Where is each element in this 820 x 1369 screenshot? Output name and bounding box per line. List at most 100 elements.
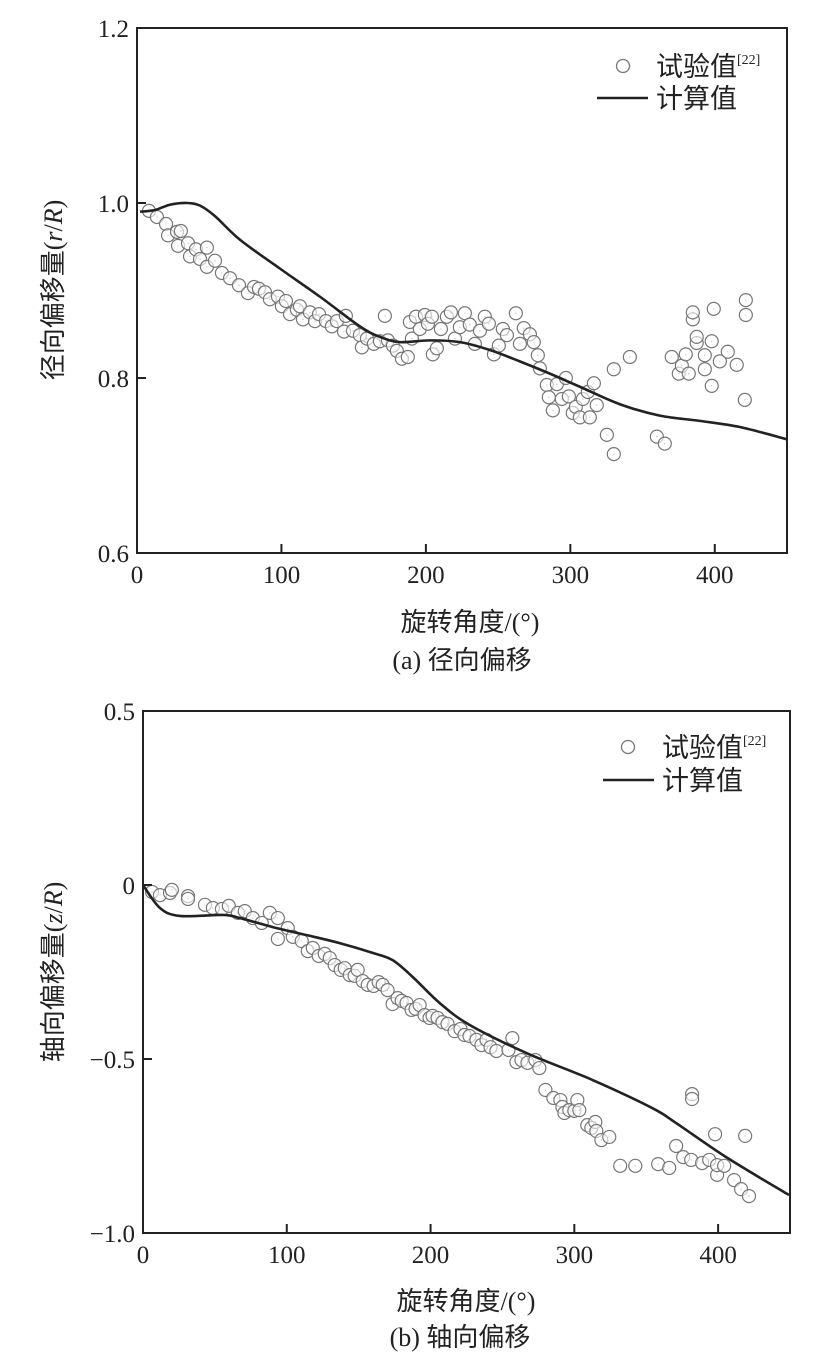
data-point-center [589, 416, 591, 418]
data-point-center [252, 917, 254, 919]
x-axis-label: 旋转角度/(°) [397, 1287, 536, 1316]
data-point-center [595, 1130, 597, 1132]
data-point-center [629, 356, 631, 358]
data-point-center [301, 940, 303, 942]
x-axis-label: 旋转角度/(°) [401, 608, 540, 637]
data-point-center [708, 1159, 710, 1161]
data-point-center [384, 315, 386, 317]
y-axis-label: 径向偏移量(r/R) [39, 200, 68, 381]
data-point-center [664, 443, 666, 445]
data-point-center [407, 356, 409, 358]
data-point-center [409, 321, 411, 323]
data-point-center [511, 1037, 513, 1039]
data-point-center [544, 1089, 547, 1091]
data-point-center [619, 1165, 621, 1167]
data-point-center [556, 383, 558, 385]
data-point-center [568, 395, 570, 397]
data-point-center [714, 1133, 716, 1135]
x-tick-label: 100 [268, 1242, 306, 1269]
data-point-center [343, 331, 345, 333]
data-point-center [736, 364, 738, 366]
legend: 试验值[22] 计算值 [603, 733, 766, 796]
data-point-center [411, 338, 413, 340]
data-point-center [269, 912, 271, 914]
data-point-center [733, 1179, 735, 1181]
data-point-center [309, 311, 311, 313]
data-point-center [479, 330, 481, 332]
data-point-center [206, 266, 208, 268]
data-point-center [289, 313, 291, 315]
legend-label-experiment: 试验值[22] [656, 52, 760, 82]
data-point-center [534, 1059, 536, 1061]
data-point-center [431, 316, 433, 318]
data-point-center [579, 416, 581, 418]
data-point-center [204, 904, 206, 906]
x-tick-label: 0 [131, 562, 144, 589]
data-point-center [314, 320, 316, 322]
data-point-center [199, 258, 201, 260]
data-point-center [740, 1188, 742, 1190]
data-point-center [576, 1099, 578, 1101]
data-point-center [711, 340, 713, 342]
data-point-center [548, 396, 550, 398]
data-point-center [229, 277, 231, 279]
plot-area: 0 100 200 300 400 −1.0 −0.5 0 0.5 [90, 699, 791, 1269]
data-point-center [575, 406, 577, 408]
data-point-center [704, 368, 706, 370]
data-point-center [485, 1039, 488, 1041]
data-point-center [469, 324, 471, 326]
y-tick-label: 1.2 [98, 16, 129, 43]
data-point-center [238, 284, 240, 286]
data-point-center [214, 260, 216, 262]
data-point-center [537, 354, 539, 356]
data-point-center [493, 353, 495, 355]
data-point-center [459, 326, 461, 328]
data-point-center [552, 409, 554, 411]
y-tick-label: 1.0 [98, 191, 129, 218]
data-point-center [221, 908, 223, 910]
subfigure-caption: (b) 轴向偏移 [390, 1323, 531, 1352]
data-point-center [696, 336, 698, 338]
x-tick-label: 300 [552, 562, 590, 589]
data-point-center [436, 347, 438, 349]
data-point-center [613, 368, 615, 370]
legend-label-experiment: 试验值[22] [662, 733, 766, 763]
data-point-center [507, 1049, 510, 1051]
data-point-center [546, 384, 548, 386]
data-point-center [688, 373, 690, 375]
data-point-center [156, 216, 158, 218]
data-point-center [450, 311, 452, 313]
data-point-center [578, 1109, 580, 1111]
data-point-center [506, 334, 508, 336]
data-point-center [212, 907, 214, 909]
data-point-center [391, 1003, 394, 1005]
data-point-center [594, 1121, 596, 1123]
data-point-center [608, 1136, 610, 1138]
data-point-center [189, 255, 191, 257]
data-point-center [292, 936, 294, 938]
data-point-center [167, 234, 169, 236]
data-point-center [468, 1035, 471, 1037]
x-tick-label: 300 [556, 1242, 594, 1269]
data-point-center [675, 1145, 677, 1147]
data-point-center [187, 242, 189, 244]
y-tick-label: −0.5 [90, 1047, 135, 1074]
x-tick-label: 400 [699, 1242, 737, 1269]
plot-frame [136, 27, 788, 554]
data-point-center [727, 351, 729, 353]
data-point-center [419, 1004, 421, 1006]
data-point-center [334, 964, 336, 966]
data-point-center [379, 340, 381, 342]
data-point-center [287, 927, 289, 929]
x-tick-label: 200 [407, 562, 445, 589]
data-point-center [325, 320, 327, 322]
data-point-center [206, 247, 208, 249]
data-point-center [427, 323, 429, 325]
data-point-center [151, 891, 153, 893]
data-point-center [526, 1062, 529, 1064]
data-point-center [685, 353, 687, 355]
y-axis-label: 轴向偏移量(z/R) [39, 882, 68, 1063]
x-tick-label: 0 [137, 1242, 150, 1269]
data-point-center [415, 316, 417, 318]
